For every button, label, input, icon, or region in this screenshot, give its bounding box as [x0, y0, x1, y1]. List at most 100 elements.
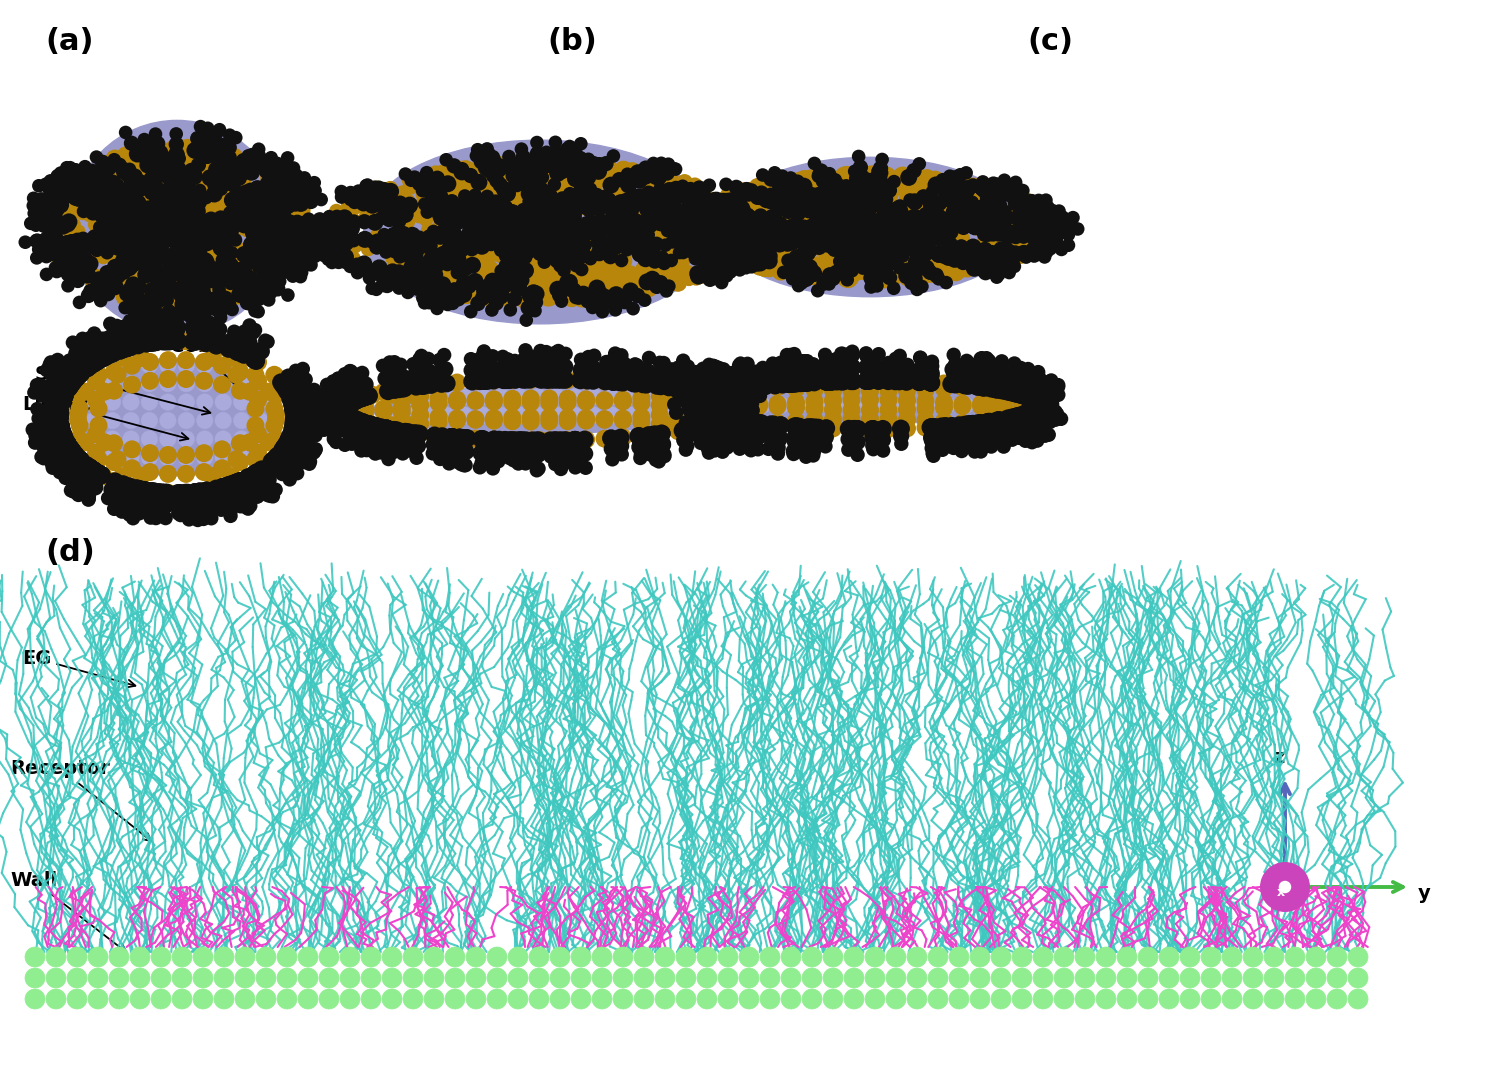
Circle shape — [530, 166, 550, 188]
Circle shape — [870, 240, 891, 262]
Circle shape — [861, 372, 879, 390]
Circle shape — [248, 463, 266, 481]
Circle shape — [177, 167, 190, 181]
Circle shape — [474, 224, 490, 240]
Circle shape — [612, 250, 628, 266]
Circle shape — [310, 398, 326, 412]
Circle shape — [873, 267, 894, 288]
Circle shape — [217, 282, 236, 301]
Circle shape — [228, 366, 246, 384]
Circle shape — [236, 277, 250, 292]
Circle shape — [888, 223, 902, 236]
Circle shape — [954, 414, 972, 432]
Circle shape — [992, 368, 1008, 384]
Circle shape — [676, 432, 693, 448]
Circle shape — [88, 947, 108, 967]
Circle shape — [140, 189, 158, 206]
Circle shape — [48, 245, 64, 263]
Circle shape — [46, 244, 62, 259]
Circle shape — [723, 194, 738, 209]
Circle shape — [486, 446, 501, 462]
Circle shape — [75, 468, 92, 485]
Circle shape — [698, 373, 711, 388]
Circle shape — [320, 947, 339, 967]
Circle shape — [732, 192, 746, 206]
Circle shape — [152, 989, 171, 1009]
Circle shape — [162, 179, 180, 196]
Circle shape — [500, 237, 517, 254]
Circle shape — [900, 358, 915, 372]
Circle shape — [458, 444, 474, 460]
Circle shape — [504, 431, 522, 449]
Circle shape — [648, 257, 664, 273]
Circle shape — [986, 181, 1002, 197]
Circle shape — [280, 238, 294, 251]
Circle shape — [788, 374, 806, 392]
Circle shape — [590, 188, 603, 202]
Circle shape — [904, 173, 924, 193]
Circle shape — [290, 192, 308, 209]
Circle shape — [610, 221, 624, 236]
Circle shape — [194, 183, 207, 197]
Circle shape — [262, 452, 280, 471]
Circle shape — [234, 393, 250, 411]
Circle shape — [549, 281, 567, 298]
Circle shape — [172, 496, 189, 512]
Circle shape — [855, 244, 870, 259]
Circle shape — [910, 237, 927, 254]
Circle shape — [509, 989, 528, 1009]
Circle shape — [874, 218, 891, 235]
Circle shape — [172, 204, 188, 219]
Circle shape — [465, 204, 482, 220]
Circle shape — [150, 228, 166, 244]
Circle shape — [720, 249, 734, 263]
Circle shape — [726, 378, 740, 393]
Circle shape — [146, 482, 164, 501]
Circle shape — [1023, 419, 1040, 435]
Circle shape — [45, 405, 60, 421]
Circle shape — [36, 404, 50, 418]
Circle shape — [72, 174, 87, 190]
Circle shape — [366, 206, 381, 221]
Circle shape — [928, 989, 948, 1009]
Circle shape — [783, 219, 800, 236]
Circle shape — [567, 444, 584, 460]
Circle shape — [130, 256, 148, 274]
Circle shape — [512, 388, 528, 405]
Circle shape — [76, 253, 94, 269]
Circle shape — [288, 247, 304, 262]
Circle shape — [1044, 373, 1059, 388]
Circle shape — [840, 273, 854, 286]
Circle shape — [116, 213, 130, 228]
Circle shape — [106, 264, 123, 281]
Circle shape — [290, 438, 306, 455]
Circle shape — [198, 145, 216, 162]
Circle shape — [862, 172, 885, 193]
Circle shape — [64, 458, 81, 474]
Circle shape — [147, 245, 165, 265]
Circle shape — [64, 175, 82, 192]
Circle shape — [738, 393, 754, 410]
Circle shape — [798, 244, 816, 262]
Circle shape — [158, 317, 172, 331]
Circle shape — [108, 259, 124, 276]
Circle shape — [87, 343, 104, 359]
Circle shape — [303, 455, 316, 468]
Circle shape — [916, 373, 934, 391]
Circle shape — [936, 417, 954, 435]
Circle shape — [1004, 370, 1020, 386]
Circle shape — [477, 358, 492, 374]
Circle shape — [946, 170, 963, 185]
Circle shape — [788, 379, 806, 398]
Circle shape — [268, 447, 286, 464]
Circle shape — [1222, 968, 1242, 988]
Circle shape — [180, 295, 196, 312]
Circle shape — [147, 214, 162, 228]
Circle shape — [1016, 248, 1031, 263]
Circle shape — [268, 243, 282, 257]
Circle shape — [294, 386, 310, 402]
Circle shape — [432, 185, 448, 203]
Circle shape — [424, 281, 439, 296]
Circle shape — [160, 277, 177, 294]
Circle shape — [710, 238, 724, 253]
